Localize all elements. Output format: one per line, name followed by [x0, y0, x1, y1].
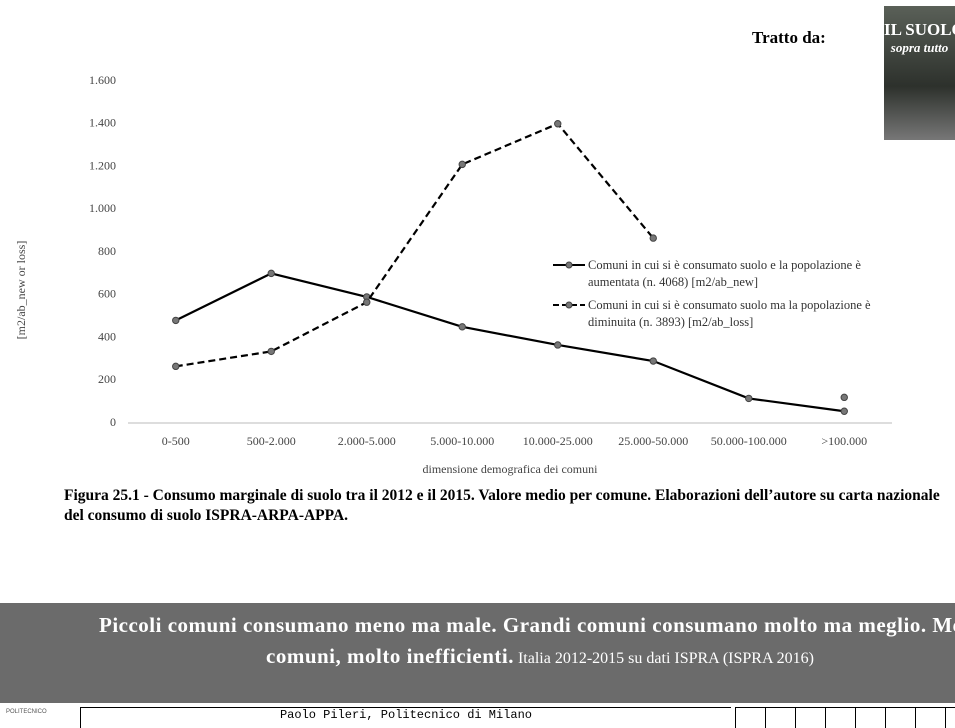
y-tick-label: 1.000	[89, 201, 116, 215]
y-tick-label: 1.400	[89, 116, 116, 130]
data-point	[841, 394, 847, 400]
legend-entry: Comuni in cui si è consumato suolo e la …	[552, 257, 882, 291]
y-tick-label: 600	[98, 287, 116, 301]
x-tick-label: 10.000-25.000	[523, 434, 593, 448]
x-tick-label: 5.000-10.000	[430, 434, 494, 448]
data-point	[173, 317, 179, 323]
x-tick-label: 2.000-5.000	[338, 434, 396, 448]
data-point	[459, 161, 465, 167]
data-point	[746, 395, 752, 401]
chart: [m2/ab_new or loss] dimensione demografi…	[0, 0, 955, 480]
data-point	[459, 324, 465, 330]
x-tick-label: 50.000-100.000	[711, 434, 787, 448]
y-axis-label: [m2/ab_new or loss]	[14, 241, 28, 340]
data-point	[268, 348, 274, 354]
footer-boxes	[735, 707, 955, 728]
footer-logo: POLITECNICO	[6, 709, 47, 715]
banner-source: Italia 2012-2015 su dati ISPRA (ISPRA 20…	[518, 650, 814, 667]
x-tick-label: >100.000	[821, 434, 867, 448]
legend-entry: Comuni in cui si è consumato suolo ma la…	[552, 297, 882, 331]
banner-text: Piccoli comuni consumano meno ma male. G…	[90, 611, 955, 673]
data-point	[173, 363, 179, 369]
footer-author: Paolo Pileri, Politecnico di Milano	[80, 707, 731, 728]
data-point	[364, 299, 370, 305]
y-tick-label: 800	[98, 244, 116, 258]
data-point	[650, 235, 656, 241]
y-tick-label: 1.200	[89, 158, 116, 172]
y-tick-label: 200	[98, 372, 116, 386]
x-tick-label: 25.000-50.000	[618, 434, 688, 448]
data-point	[555, 121, 561, 127]
x-tick-label: 500-2.000	[247, 434, 296, 448]
y-tick-label: 400	[98, 329, 116, 343]
legend: Comuni in cui si è consumato suolo e la …	[552, 257, 882, 337]
legend-marker	[566, 262, 572, 268]
data-point	[555, 342, 561, 348]
legend-label: Comuni in cui si è consumato suolo e la …	[588, 258, 861, 289]
data-point	[650, 358, 656, 364]
legend-swatch	[552, 300, 586, 310]
y-tick-label: 0	[110, 415, 116, 429]
x-axis-label: dimensione demografica dei comuni	[423, 462, 599, 476]
figure-caption: Figura 25.1 - Consumo marginale di suolo…	[64, 486, 944, 526]
slide: Tratto da: IL SUOLO sopra tutto [m2/ab_n…	[0, 0, 955, 722]
data-point	[841, 408, 847, 414]
legend-marker	[566, 302, 572, 308]
y-tick-label: 1.600	[89, 73, 116, 87]
banner: Piccoli comuni consumano meno ma male. G…	[0, 603, 955, 703]
x-tick-label: 0-500	[162, 434, 190, 448]
legend-swatch	[552, 260, 586, 270]
legend-label: Comuni in cui si è consumato suolo ma la…	[588, 298, 871, 329]
data-point	[268, 270, 274, 276]
